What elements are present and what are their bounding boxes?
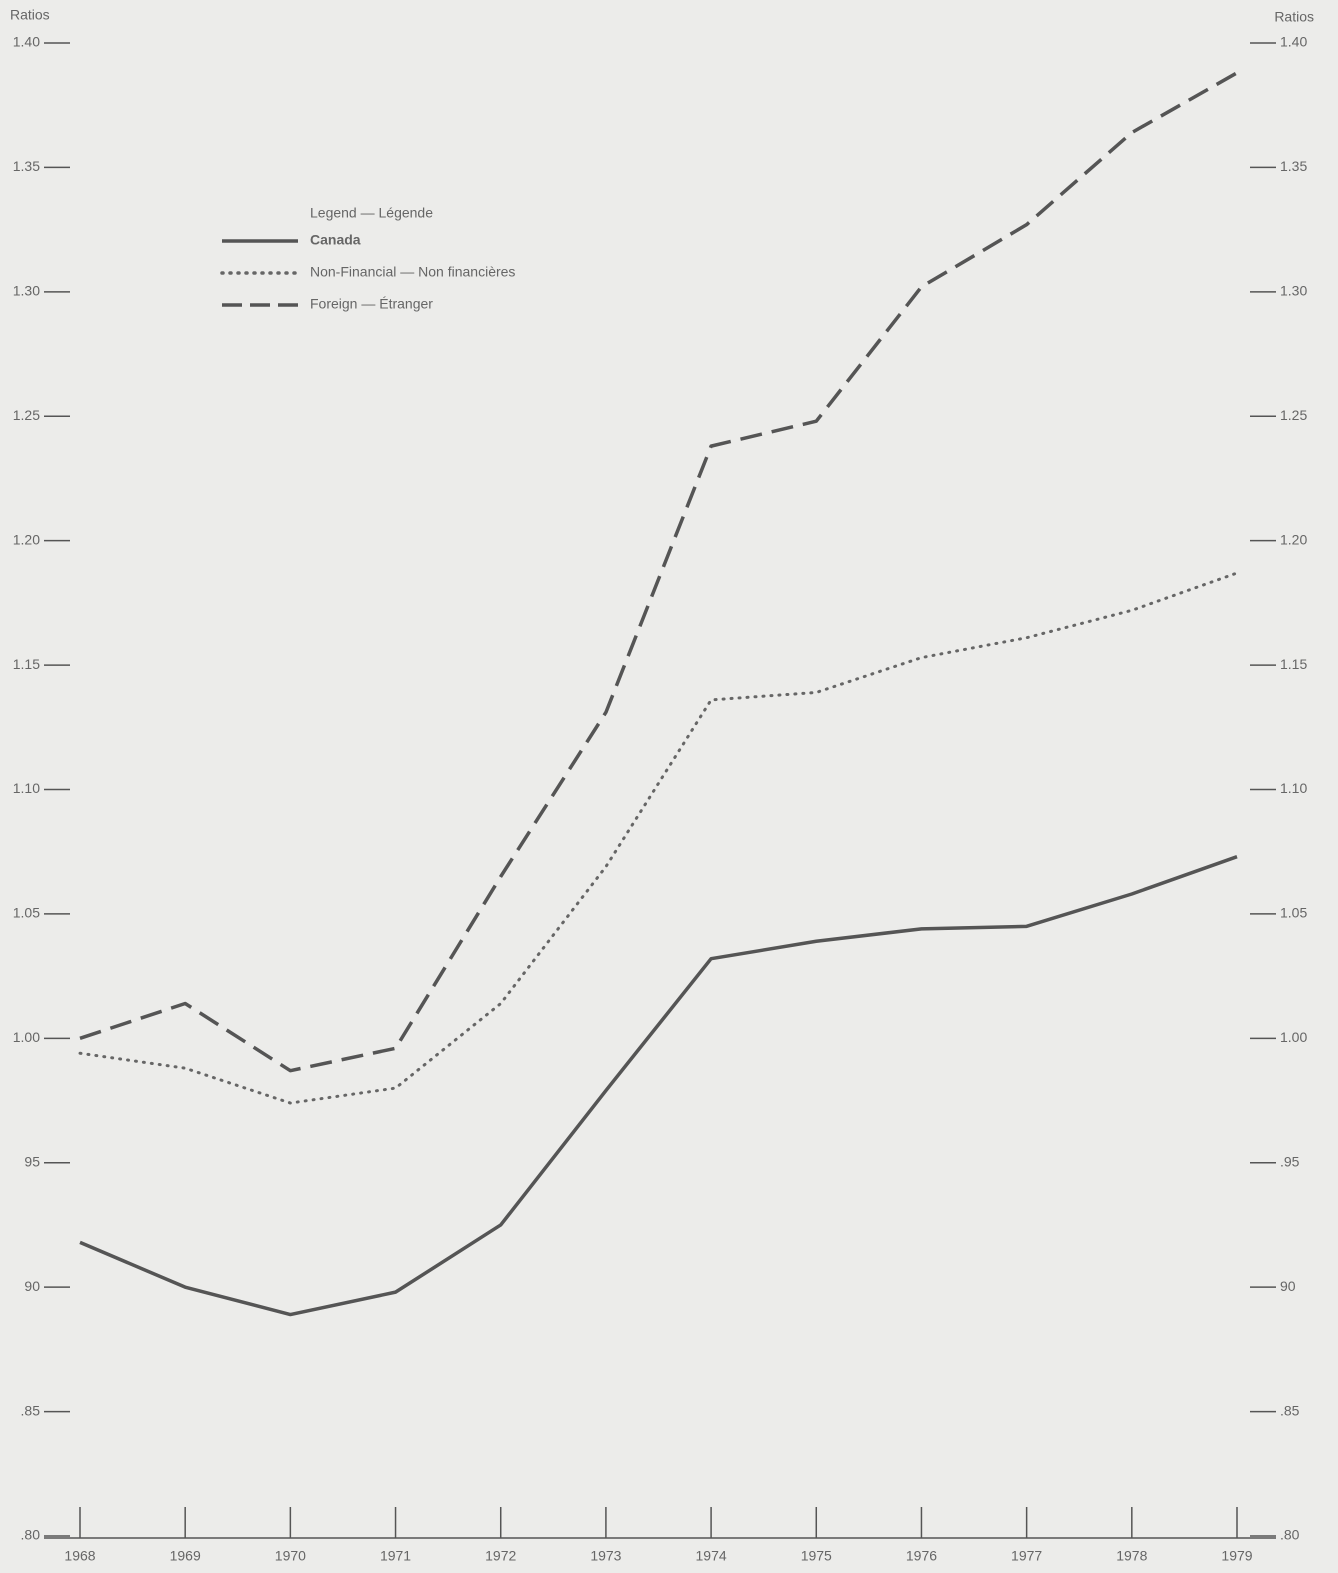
y-tick-label: 1.15	[13, 656, 40, 672]
x-tick-label: 1971	[380, 1548, 411, 1564]
y2-tick-label: 1.00	[1280, 1029, 1307, 1045]
x-tick-label: 1970	[275, 1548, 306, 1564]
legend-label: Canada	[310, 232, 361, 248]
x-tick-label: 1973	[590, 1548, 621, 1564]
x-tick-label: 1975	[801, 1548, 832, 1564]
y-tick-label: 1.10	[13, 780, 40, 796]
x-tick-label: 1977	[1011, 1548, 1042, 1564]
y-tick-label: 1.20	[13, 531, 40, 547]
y-axis-title: Ratios	[10, 7, 50, 23]
x-tick-label: 1974	[696, 1548, 727, 1564]
series-line	[79, 71, 1238, 1073]
y-tick-label: 90	[24, 1278, 40, 1294]
x-tick-label: 1979	[1221, 1548, 1252, 1564]
y2-axis-title: Ratios	[1274, 9, 1314, 25]
y-tick-label: 1.40	[13, 34, 40, 50]
series-line	[78, 571, 1239, 1105]
y2-tick-label: 1.25	[1280, 407, 1307, 423]
y-tick-label: 1.00	[13, 1029, 40, 1045]
x-tick-label: 1978	[1116, 1548, 1147, 1564]
y-tick-label: .85	[21, 1402, 41, 1418]
legend-label: Non-Financial — Non financières	[310, 264, 515, 280]
y2-tick-label: .80	[1280, 1527, 1300, 1543]
y-tick-label: 1.05	[13, 905, 40, 921]
y2-tick-label: 1.35	[1280, 158, 1307, 174]
y2-tick-label: 1.10	[1280, 780, 1307, 796]
y-tick-label: 1.25	[13, 407, 40, 423]
x-tick-label: 1968	[64, 1548, 95, 1564]
x-tick-label: 1969	[170, 1548, 201, 1564]
x-tick-label: 1976	[906, 1548, 937, 1564]
legend-title: Legend — Légende	[310, 205, 433, 221]
legend-label: Foreign — Étranger	[310, 296, 433, 312]
y2-tick-label: .95	[1280, 1153, 1300, 1169]
y2-tick-label: 1.15	[1280, 656, 1307, 672]
y2-tick-label: 1.30	[1280, 283, 1307, 299]
y-tick-label: .80	[21, 1527, 41, 1543]
y-tick-label: 1.30	[13, 283, 40, 299]
x-tick-label: 1972	[485, 1548, 516, 1564]
y2-tick-label: 1.05	[1280, 905, 1307, 921]
y-tick-label: 95	[24, 1153, 40, 1169]
series-line	[79, 855, 1238, 1317]
y-tick-label: 1.35	[13, 158, 40, 174]
y2-tick-label: 1.40	[1280, 34, 1307, 50]
y2-tick-label: 1.20	[1280, 531, 1307, 547]
y2-tick-label: 90	[1280, 1278, 1296, 1294]
y2-tick-label: .85	[1280, 1402, 1300, 1418]
